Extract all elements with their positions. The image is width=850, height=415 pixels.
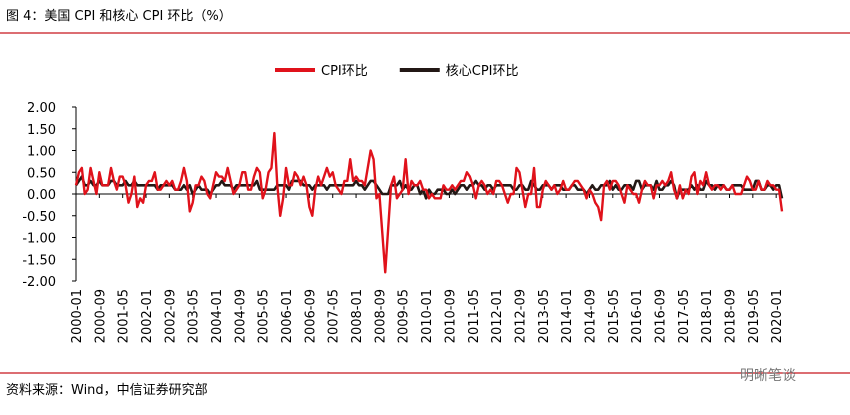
x-tick-label: 2004-09	[233, 289, 248, 343]
y-tick-label: 1.50	[27, 123, 56, 138]
x-tick-label: 2018-09	[723, 289, 738, 343]
x-tick-label: 2016-01	[630, 289, 645, 343]
y-tick-label: -2.00	[22, 275, 56, 290]
x-tick-label: 2002-01	[140, 289, 155, 343]
y-tick-label: -1.50	[22, 253, 56, 268]
y-tick-label: 1.00	[27, 145, 56, 160]
x-tick-label: 2012-09	[513, 289, 528, 343]
x-tick-label: 2001-05	[117, 289, 132, 343]
x-tick-label: 2011-05	[467, 289, 482, 343]
x-tick-label: 2006-01	[280, 289, 295, 343]
series-line	[74, 131, 784, 274]
source-note: 资料来源：Wind，中信证券研究部	[6, 382, 208, 398]
x-tick-label: 2020-01	[770, 289, 785, 343]
x-tick-label: 2019-05	[747, 289, 762, 343]
y-tick-label: 2.00	[27, 101, 56, 116]
x-tick-label: 2007-05	[327, 289, 342, 343]
y-tick-label: -0.50	[22, 210, 56, 225]
x-tick-label: 2002-09	[163, 289, 178, 343]
x-tick-label: 2014-01	[560, 289, 575, 343]
x-tick-label: 2006-09	[303, 289, 318, 343]
x-tick-label: 2010-01	[420, 289, 435, 343]
y-tick-label: -1.00	[22, 232, 56, 247]
x-tick-label: 2012-01	[490, 289, 505, 343]
x-tick-label: 2015-05	[607, 289, 622, 343]
x-tick-label: 2000-01	[70, 289, 85, 343]
y-tick-label: 0.50	[27, 166, 56, 181]
legend-label: CPI环比	[321, 64, 368, 79]
watermark: 明晰笔谈	[740, 368, 796, 384]
x-tick-label: 2016-09	[653, 289, 668, 343]
y-tick-label: 0.00	[27, 188, 56, 203]
x-tick-label: 2018-01	[700, 289, 715, 343]
legend-label: 核心CPI环比	[446, 64, 519, 79]
x-tick-label: 2000-09	[93, 289, 108, 343]
x-tick-label: 2003-05	[187, 289, 202, 343]
x-tick-label: 2017-05	[677, 289, 692, 343]
x-tick-label: 2008-09	[373, 289, 388, 343]
x-tick-label: 2009-05	[397, 289, 412, 343]
x-tick-label: 2014-09	[583, 289, 598, 343]
x-tick-label: 2013-05	[537, 289, 552, 343]
chart-title: 图 4：美国 CPI 和核心 CPI 环比（%）	[6, 9, 232, 24]
x-tick-label: 2010-09	[443, 289, 458, 343]
x-tick-label: 2005-05	[257, 289, 272, 343]
x-tick-label: 2004-01	[210, 289, 225, 343]
x-tick-label: 2008-01	[350, 289, 365, 343]
